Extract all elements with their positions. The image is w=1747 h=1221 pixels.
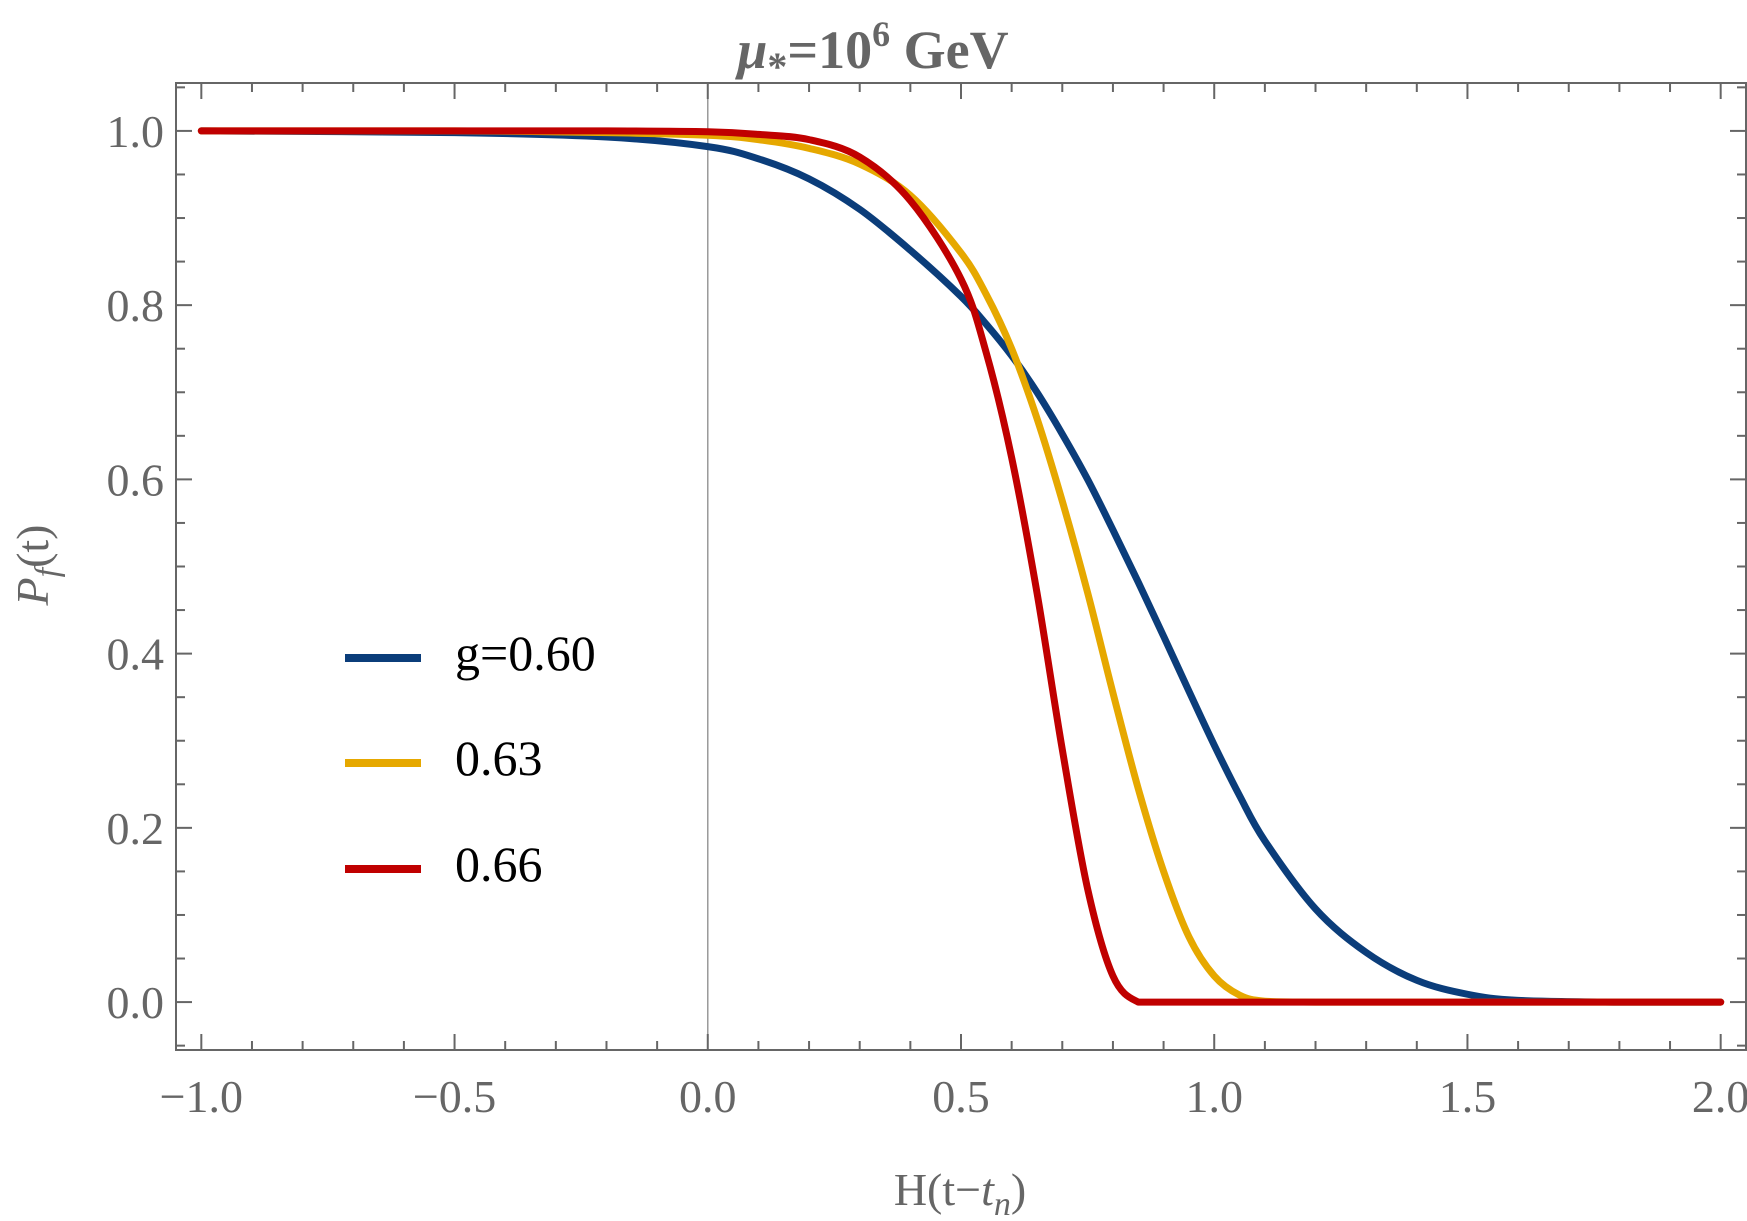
x-tick-label: 0.0 <box>679 1071 737 1122</box>
y-tick-label: 0.0 <box>107 977 165 1028</box>
title-subscript: * <box>767 44 787 89</box>
series-line-1 <box>197 127 1725 1006</box>
title-equals: =10 <box>787 20 872 80</box>
y-tick-label: 0.4 <box>107 629 165 680</box>
x-tick-label: 2.0 <box>1692 1071 1747 1122</box>
x-axis-title: H(t−tn) <box>894 1164 1026 1221</box>
title-symbol: μ <box>734 20 767 80</box>
series-layer <box>197 127 1725 1006</box>
axes-layer: −1.0 −0.5 0.0 0.5 1.0 1.5 2.0 0.0 0.2 0.4 0.6 0.8 1.… <box>107 82 1747 1122</box>
plot-frame <box>175 82 1747 1051</box>
x-tick-label: 1.0 <box>1185 1071 1243 1122</box>
series-line-0 <box>197 127 1725 1006</box>
x-axis-title-prefix: H(t− <box>894 1164 981 1215</box>
series-line-2 <box>197 127 1725 1006</box>
x-axis-title-suffix: ) <box>1011 1164 1026 1215</box>
x-tick-label: −0.5 <box>413 1071 496 1122</box>
y-tick-label: 1.0 <box>107 106 165 157</box>
x-tick-label: 1.5 <box>1439 1071 1497 1122</box>
y-tick-label: 0.8 <box>107 280 165 331</box>
legend: g=0.60 0.63 0.66 <box>345 625 596 892</box>
y-axis-title-suffix: (t) <box>7 525 58 568</box>
y-tick-label: 0.6 <box>107 454 165 505</box>
title-unit: GeV <box>890 20 1008 80</box>
title-exponent: 6 <box>872 14 890 54</box>
y-axis-title: Pf(t) <box>7 525 66 607</box>
x-tick-label: −1.0 <box>160 1071 243 1122</box>
x-tick-label: 0.5 <box>932 1071 990 1122</box>
chart-title: μ*=106 GeV <box>734 14 1008 89</box>
x-axis-title-subscript: n <box>994 1186 1011 1221</box>
y-tick-label: 0.2 <box>107 803 165 854</box>
legend-label-063: 0.63 <box>455 730 543 786</box>
y-axis-title-italic: P <box>7 577 58 606</box>
legend-label-066: 0.66 <box>455 836 543 892</box>
legend-label-g060: g=0.60 <box>455 625 596 681</box>
x-axis-title-italic: t <box>981 1164 995 1215</box>
